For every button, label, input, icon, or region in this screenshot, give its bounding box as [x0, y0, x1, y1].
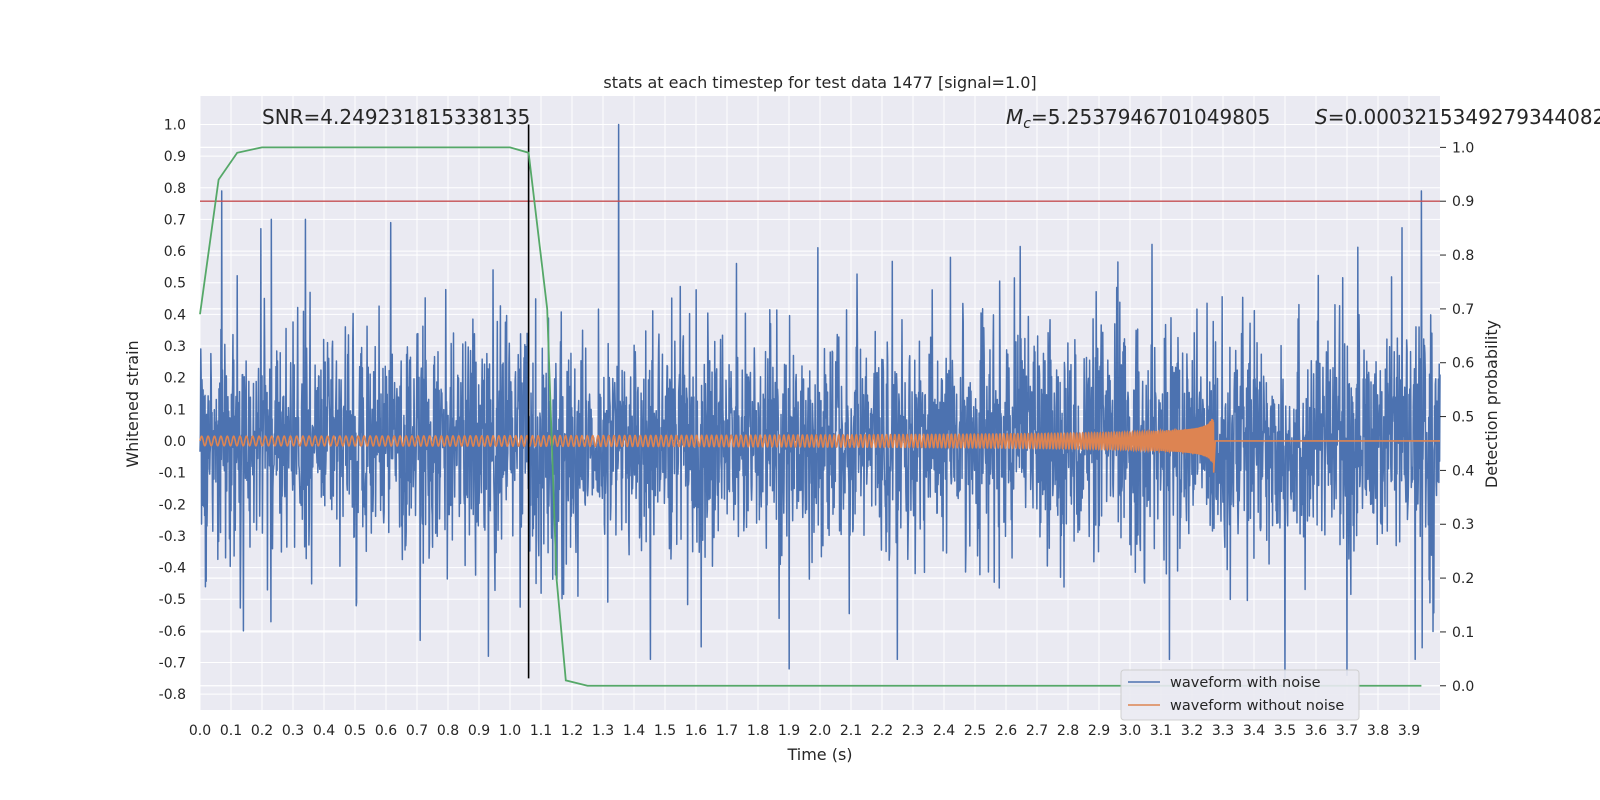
- x-tick-label: 0.9: [468, 723, 490, 739]
- series-waveform-with-noise: [199, 123, 1441, 680]
- y-tick-label: -0.7: [159, 656, 186, 672]
- right-axis-ticks: 1.0 0.9 0.8 0.7 0.6 0.5 0.4 0.3 0.2 0.1 0.0: [1440, 140, 1474, 695]
- y-tick-label: -0.1: [159, 466, 186, 482]
- x-tick-label: 1.7: [716, 723, 738, 739]
- x-tick-label: 0.1: [220, 723, 242, 739]
- overlay-lines: [200, 124, 1440, 679]
- y-tick-label: -0.6: [159, 624, 186, 640]
- mc-value: =5.2537946701049805: [1031, 105, 1270, 129]
- series-waveform-without-noise: [199, 418, 1440, 473]
- x-tick-label: 0.0: [189, 723, 211, 739]
- legend-label-clean: waveform without noise: [1170, 698, 1344, 714]
- y-tick-label: -0.8: [159, 687, 186, 703]
- right-tick-label: 0.7: [1452, 302, 1474, 318]
- noise-series: [199, 123, 1441, 680]
- x-axis-ticks: 0.0 0.1 0.2 0.3 0.4 0.5 0.6 0.7 0.8 0.9 1.0 1.1 1.2 1…: [189, 723, 1420, 739]
- x-tick-label: 0.8: [437, 723, 459, 739]
- x-tick-label: 2.2: [871, 723, 893, 739]
- mc-annotation: Mc=5.2537946701049805: [1006, 105, 1270, 132]
- right-tick-label: 0.0: [1452, 679, 1474, 695]
- legend-box: [1120, 669, 1360, 721]
- right-axis-label: Detection probability: [1482, 320, 1501, 488]
- y-tick-label: 0.6: [164, 244, 186, 260]
- x-tick-label: 1.6: [685, 723, 707, 739]
- right-tick-label: 0.8: [1452, 248, 1474, 264]
- y-axis-ticks: 1.0 0.9 0.8 0.7 0.6 0.5 0.4 0.3 0.2 0.1 0.0 -0.1 -0.…: [159, 117, 186, 703]
- x-tick-label: 2.5: [964, 723, 986, 739]
- x-axis-label: Time (s): [786, 745, 852, 764]
- y-tick-label: -0.4: [159, 561, 186, 577]
- y-tick-label: 0.9: [164, 149, 186, 165]
- x-tick-label: 2.8: [1057, 723, 1079, 739]
- x-tick-label: 2.0: [809, 723, 831, 739]
- right-tick-label: 0.3: [1452, 517, 1474, 533]
- x-tick-label: 3.4: [1243, 723, 1265, 739]
- x-tick-label: 1.5: [654, 723, 676, 739]
- right-tick-label: 0.4: [1452, 463, 1474, 479]
- y-tick-label: 0.4: [164, 307, 186, 323]
- y-axis-label: Whitened strain: [123, 340, 142, 467]
- x-tick-label: 2.4: [933, 723, 955, 739]
- x-tick-label: 0.2: [251, 723, 273, 739]
- x-tick-label: 2.1: [840, 723, 862, 739]
- right-tick-label: 0.9: [1452, 194, 1474, 210]
- y-tick-label: 0.8: [164, 181, 186, 197]
- chart-title: stats at each timestep for test data 147…: [603, 73, 1036, 92]
- y-tick-label: 0.0: [164, 434, 186, 450]
- x-tick-label: 1.4: [623, 723, 645, 739]
- x-tick-label: 0.6: [375, 723, 397, 739]
- x-tick-label: 1.9: [778, 723, 800, 739]
- x-tick-label: 3.3: [1212, 723, 1234, 739]
- y-tick-label: -0.5: [159, 592, 186, 608]
- s-value: =0.0003215349279344082: [1328, 105, 1600, 129]
- right-tick-label: 1.0: [1452, 140, 1474, 156]
- x-tick-label: 3.1: [1150, 723, 1172, 739]
- x-tick-label: 1.8: [747, 723, 769, 739]
- legend: waveform with noise waveform without noi…: [1120, 669, 1360, 721]
- legend-label-noise: waveform with noise: [1170, 675, 1321, 691]
- x-tick-label: 3.6: [1305, 723, 1327, 739]
- y-tick-label: 0.5: [164, 276, 186, 292]
- mc-symbol: M: [1006, 105, 1023, 129]
- x-tick-label: 0.5: [344, 723, 366, 739]
- y-tick-label: -0.2: [159, 497, 186, 513]
- x-tick-label: 0.3: [282, 723, 304, 739]
- y-tick-label: 1.0: [164, 117, 186, 133]
- right-tick-label: 0.6: [1452, 356, 1474, 372]
- x-tick-label: 3.8: [1367, 723, 1389, 739]
- x-tick-label: 3.2: [1181, 723, 1203, 739]
- x-tick-label: 2.7: [1026, 723, 1048, 739]
- snr-annotation: SNR=4.249231815338135: [262, 105, 530, 129]
- x-tick-label: 1.2: [561, 723, 583, 739]
- x-tick-label: 3.7: [1336, 723, 1358, 739]
- s-symbol: S: [1315, 105, 1328, 129]
- x-tick-label: 3.0: [1119, 723, 1141, 739]
- right-tick-label: 0.2: [1452, 571, 1474, 587]
- x-tick-label: 0.7: [406, 723, 428, 739]
- series-detection-probability: [199, 146, 1422, 687]
- x-tick-label: 1.0: [499, 723, 521, 739]
- y-tick-label: 0.7: [164, 212, 186, 228]
- y-tick-label: 0.2: [164, 371, 186, 387]
- probability-series: [199, 146, 1422, 687]
- x-tick-label: 2.6: [995, 723, 1017, 739]
- x-tick-label: 0.4: [313, 723, 335, 739]
- y-tick-label: -0.3: [159, 529, 186, 545]
- x-tick-label: 2.3: [902, 723, 924, 739]
- y-tick-label: 0.3: [164, 339, 186, 355]
- right-tick-label: 0.5: [1452, 410, 1474, 426]
- mc-subscript: c: [1023, 116, 1031, 132]
- y-tick-label: 0.1: [164, 402, 186, 418]
- x-tick-label: 3.5: [1274, 723, 1296, 739]
- x-tick-label: 2.9: [1088, 723, 1110, 739]
- right-tick-label: 0.1: [1452, 625, 1474, 641]
- x-tick-label: 1.1: [530, 723, 552, 739]
- x-tick-label: 1.3: [592, 723, 614, 739]
- clean-series: [199, 418, 1440, 473]
- s-annotation: S=0.0003215349279344082: [1315, 105, 1600, 129]
- x-tick-label: 3.9: [1398, 723, 1420, 739]
